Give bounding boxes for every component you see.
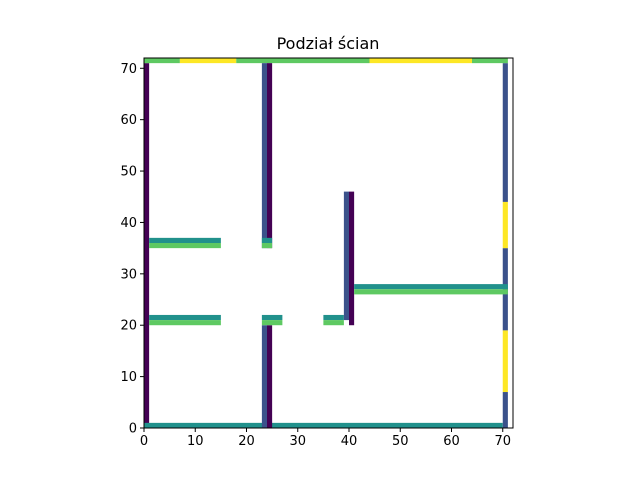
y-tick-label: 60 bbox=[120, 113, 137, 128]
wall-segment bbox=[502, 201, 508, 249]
wall-segment bbox=[144, 63, 150, 428]
wall-segment bbox=[472, 58, 508, 64]
x-tick-label: 20 bbox=[238, 434, 255, 449]
y-axis: 0 10 20 30 40 50 60 70 bbox=[120, 62, 144, 437]
wall-segment bbox=[323, 320, 344, 326]
wall-segment bbox=[149, 314, 221, 321]
wall-segment bbox=[261, 325, 268, 428]
wall-segment bbox=[267, 63, 273, 249]
x-tick-label: 30 bbox=[289, 434, 306, 449]
wall-segment bbox=[343, 191, 350, 321]
wall-segment bbox=[261, 237, 273, 243]
x-tick-label: 70 bbox=[494, 434, 511, 449]
wall-segment bbox=[144, 422, 503, 428]
y-tick-label: 0 bbox=[129, 422, 137, 437]
wall-segment bbox=[149, 320, 221, 326]
x-axis: 0 10 20 30 40 50 60 70 bbox=[140, 428, 511, 449]
wall-segment bbox=[349, 191, 355, 326]
wall-segment bbox=[369, 58, 472, 64]
x-tick-label: 10 bbox=[187, 434, 204, 449]
y-tick-label: 70 bbox=[120, 62, 137, 77]
wall-segment bbox=[502, 330, 508, 393]
wall-segment bbox=[267, 325, 273, 428]
plot-frame bbox=[143, 57, 514, 429]
wall-segment bbox=[502, 63, 508, 202]
wall-segment bbox=[502, 392, 508, 428]
wall-segment bbox=[261, 63, 268, 249]
wall-segment bbox=[236, 58, 370, 64]
wall-segment bbox=[261, 243, 273, 249]
wall-segment bbox=[261, 314, 283, 321]
y-tick-label: 30 bbox=[120, 267, 137, 282]
wall-segment bbox=[179, 58, 237, 64]
y-tick-label: 10 bbox=[120, 370, 137, 385]
x-tick-label: 60 bbox=[443, 434, 460, 449]
plot-area bbox=[144, 58, 508, 428]
y-tick-label: 40 bbox=[120, 216, 137, 231]
wall-segment bbox=[323, 314, 344, 321]
x-tick-label: 50 bbox=[392, 434, 409, 449]
wall-segment bbox=[149, 243, 221, 249]
wall-segment bbox=[144, 58, 180, 64]
wall-segment bbox=[354, 289, 508, 295]
wall-segment bbox=[354, 284, 508, 290]
chart-title: Podział ścian bbox=[277, 34, 380, 53]
wall-segment bbox=[149, 237, 221, 243]
x-tick-label: 0 bbox=[140, 434, 148, 449]
y-tick-label: 50 bbox=[120, 165, 137, 180]
wall-segment bbox=[261, 320, 283, 326]
y-tick-label: 20 bbox=[120, 319, 137, 334]
x-tick-label: 40 bbox=[341, 434, 358, 449]
